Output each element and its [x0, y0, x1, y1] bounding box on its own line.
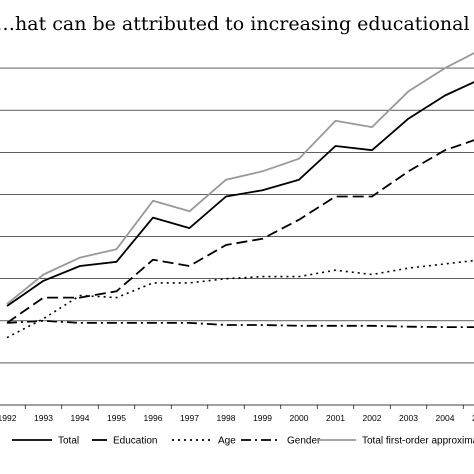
legend-label: Education [113, 436, 157, 447]
x-tick-label: 1993 [34, 413, 53, 423]
x-tick-label: 2003 [399, 413, 418, 423]
legend-label: Age [218, 436, 236, 447]
legend-label: Total first-order approximation [362, 436, 474, 447]
x-tick-label: 1996 [144, 413, 163, 423]
series-line-total-first-order-approximation [6, 52, 474, 305]
series-line-gender [6, 319, 474, 329]
series-line-total [6, 81, 474, 307]
x-tick-label: 2004 [436, 413, 455, 423]
legend-label: Total [58, 436, 79, 447]
x-tick-label: 1995 [107, 413, 126, 423]
x-tick-label: 2000 [290, 413, 309, 423]
x-tick-label: 1998 [217, 413, 236, 423]
x-tick-label: 1997 [180, 413, 199, 423]
x-tick-label: 2001 [326, 413, 345, 423]
x-axis: 1992 1993 1994 1995 1996 1997 1998 1999 2000 2001… [0, 404, 474, 423]
legend-label: Gender [287, 436, 321, 447]
series-line-education [6, 139, 474, 324]
x-tick-label: 1994 [71, 413, 90, 423]
series-lines [6, 52, 474, 339]
chart-title: …hat can be attributed to increasing edu… [0, 13, 474, 35]
x-tick-label: 2005 [472, 413, 474, 423]
x-tick-label: 1992 [0, 413, 17, 423]
x-tick-label: 1999 [253, 413, 272, 423]
gridlines [0, 67, 474, 364]
x-tick-label: 2002 [363, 413, 382, 423]
legend: Total Education Age Gender Total first-order… [12, 436, 474, 447]
series-line-age [6, 259, 474, 339]
